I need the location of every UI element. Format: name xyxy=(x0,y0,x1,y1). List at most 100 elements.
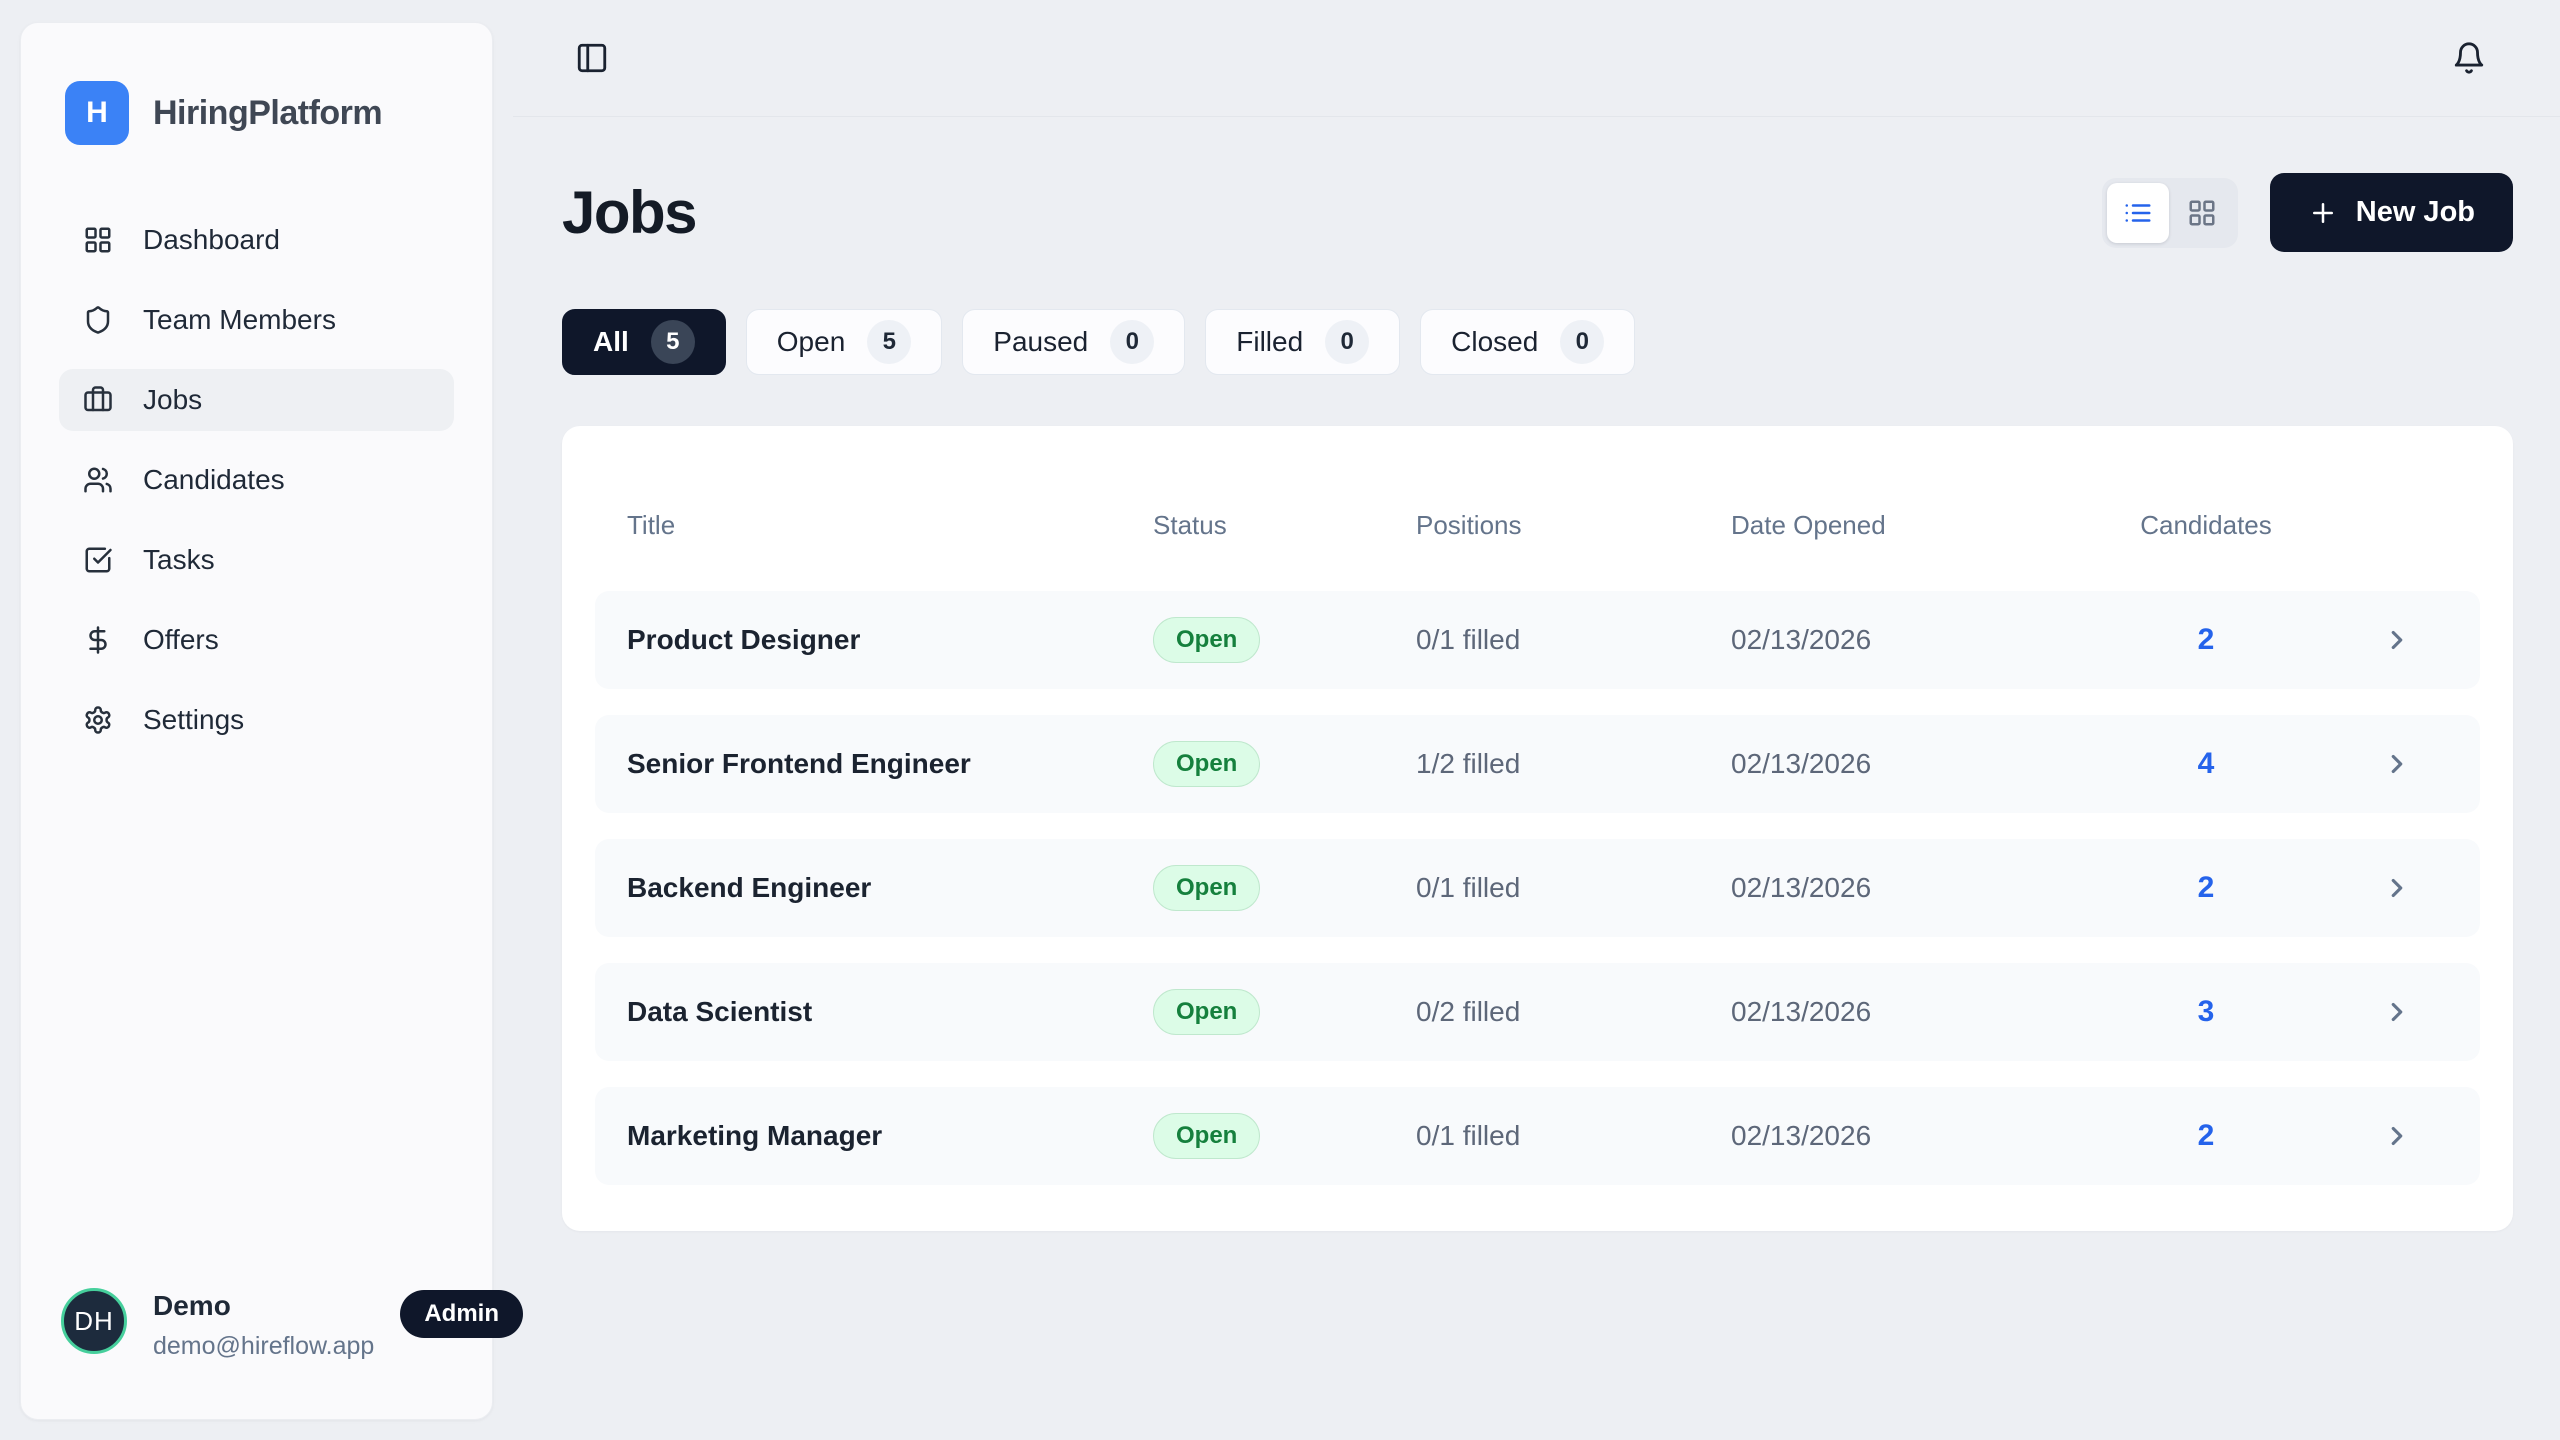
chevron-right-icon[interactable] xyxy=(2282,749,2448,779)
positions-filled: 0/2 filled xyxy=(1416,996,1521,1027)
sidebar-item-settings[interactable]: Settings xyxy=(59,689,454,751)
filter-tab-paused[interactable]: Paused 0 xyxy=(962,309,1186,375)
status-badge: Open xyxy=(1153,741,1261,787)
filter-tab-label: Closed xyxy=(1451,326,1539,357)
table-header: Title Status Positions Date Opened Candidate… xyxy=(595,459,2480,591)
job-title: Marketing Manager xyxy=(627,1120,883,1151)
shield-icon xyxy=(83,305,113,335)
filter-tabs: All 5 Open 5 Paused 0 Filled 0 Closed 0 xyxy=(562,309,2513,375)
status-badge: Open xyxy=(1153,865,1261,911)
brand: H HiringPlatform xyxy=(21,23,492,145)
users-icon xyxy=(83,465,113,495)
content: Jobs xyxy=(513,117,2560,1231)
sidebar-item-offers[interactable]: Offers xyxy=(59,609,454,671)
filter-tab-label: Filled xyxy=(1236,326,1304,357)
date-opened: 02/13/2026 xyxy=(1731,1120,1872,1151)
candidates-count[interactable]: 2 xyxy=(2197,871,2215,904)
page-title: Jobs xyxy=(562,179,698,246)
dashboard-icon xyxy=(83,225,113,255)
sidebar-item-label: Jobs xyxy=(143,384,203,415)
candidates-count[interactable]: 2 xyxy=(2197,1119,2215,1152)
jobs-table-card: Title Status Positions Date Opened Candidate… xyxy=(562,426,2513,1231)
notifications-button[interactable] xyxy=(2452,41,2486,75)
column-header-date-opened: Date Opened xyxy=(1731,509,1886,540)
filter-tab-count: 0 xyxy=(1110,320,1155,364)
sidebar-nav: Dashboard Team Members Jobs Candidates Tasks… xyxy=(21,209,492,751)
sidebar-item-label: Candidates xyxy=(143,464,285,495)
tasks-icon xyxy=(83,545,113,575)
positions-filled: 0/1 filled xyxy=(1416,1120,1521,1151)
sidebar: H HiringPlatform Dashboard Team Members Jo… xyxy=(20,22,524,1420)
chevron-right-icon[interactable] xyxy=(2282,873,2448,903)
status-badge: Open xyxy=(1153,617,1261,663)
user-name: Demo xyxy=(153,1290,231,1321)
chevron-right-icon[interactable] xyxy=(2282,625,2448,655)
new-job-button[interactable]: New Job xyxy=(2269,173,2513,252)
job-row-backend-engineer[interactable]: Backend Engineer Open 0/1 filled 02/13/2026… xyxy=(595,839,2480,937)
filter-tab-count: 5 xyxy=(867,320,912,364)
job-row-data-scientist[interactable]: Data Scientist Open 0/2 filled 02/13/2026 3 xyxy=(595,963,2480,1061)
candidates-count[interactable]: 2 xyxy=(2197,623,2215,656)
sidebar-item-label: Tasks xyxy=(143,544,215,575)
column-header-positions: Positions xyxy=(1416,509,1522,540)
dollar-icon xyxy=(83,625,113,655)
column-header-status: Status xyxy=(1153,509,1227,540)
list-icon xyxy=(2123,198,2153,228)
list-view-button[interactable] xyxy=(2106,182,2169,243)
grid-view-button[interactable] xyxy=(2171,183,2233,243)
sidebar-item-dashboard[interactable]: Dashboard xyxy=(59,209,454,271)
chevron-right-icon[interactable] xyxy=(2282,997,2448,1027)
sidebar-item-jobs[interactable]: Jobs xyxy=(59,369,454,431)
role-badge: Admin xyxy=(400,1290,524,1338)
sidebar-item-label: Settings xyxy=(143,704,245,735)
date-opened: 02/13/2026 xyxy=(1731,996,1872,1027)
filter-tab-count: 5 xyxy=(650,320,695,364)
job-title: Senior Frontend Engineer xyxy=(627,748,971,779)
main-area: Jobs xyxy=(513,0,2560,1440)
table-body: Product Designer Open 0/1 filled 02/13/2026… xyxy=(595,591,2480,1185)
filter-tab-filled[interactable]: Filled 0 xyxy=(1205,309,1401,375)
new-job-label: New Job xyxy=(2355,196,2475,228)
job-row-senior-frontend-engineer[interactable]: Senior Frontend Engineer Open 1/2 filled 02… xyxy=(595,715,2480,813)
date-opened: 02/13/2026 xyxy=(1731,872,1872,903)
candidates-count[interactable]: 3 xyxy=(2197,995,2215,1028)
job-title: Data Scientist xyxy=(627,996,813,1027)
filter-tab-count: 0 xyxy=(1325,320,1370,364)
filter-tab-label: All xyxy=(593,326,629,357)
briefcase-icon xyxy=(83,385,113,415)
topbar xyxy=(513,0,2560,117)
sidebar-item-candidates[interactable]: Candidates xyxy=(59,449,454,511)
sidebar-item-tasks[interactable]: Tasks xyxy=(59,529,454,591)
column-header-candidates: Candidates xyxy=(2140,509,2272,540)
positions-filled: 0/1 filled xyxy=(1416,624,1521,655)
column-header-title: Title xyxy=(627,509,676,540)
status-badge: Open xyxy=(1153,1113,1261,1159)
job-row-marketing-manager[interactable]: Marketing Manager Open 0/1 filled 02/13/202… xyxy=(595,1087,2480,1185)
user-card[interactable]: DH Demo demo@hireflow.app Admin xyxy=(21,1288,524,1419)
positions-filled: 1/2 filled xyxy=(1416,748,1521,779)
panel-left-icon xyxy=(575,41,609,75)
job-title: Product Designer xyxy=(627,624,861,655)
user-email: demo@hireflow.app xyxy=(153,1332,375,1360)
view-toggle xyxy=(2101,177,2238,248)
sidebar-item-team-members[interactable]: Team Members xyxy=(59,289,454,351)
filter-tab-closed[interactable]: Closed 0 xyxy=(1420,309,1636,375)
job-title: Backend Engineer xyxy=(627,872,872,903)
filter-tab-label: Paused xyxy=(993,326,1089,357)
candidates-count[interactable]: 4 xyxy=(2197,747,2215,780)
sidebar-toggle-button[interactable] xyxy=(575,41,609,75)
filter-tab-open[interactable]: Open 5 xyxy=(745,309,943,375)
avatar: DH xyxy=(61,1288,127,1354)
filter-tab-count: 0 xyxy=(1560,320,1605,364)
sidebar-item-label: Team Members xyxy=(143,304,336,335)
chevron-right-icon[interactable] xyxy=(2282,1121,2448,1151)
sidebar-item-label: Dashboard xyxy=(143,224,280,255)
brand-name: HiringPlatform xyxy=(153,93,383,132)
filter-tab-all[interactable]: All 5 xyxy=(562,309,726,375)
job-row-product-designer[interactable]: Product Designer Open 0/1 filled 02/13/2026… xyxy=(595,591,2480,689)
sidebar-item-label: Offers xyxy=(143,624,219,655)
date-opened: 02/13/2026 xyxy=(1731,624,1872,655)
positions-filled: 0/1 filled xyxy=(1416,872,1521,903)
plus-icon xyxy=(2308,198,2338,228)
brand-logo: H xyxy=(65,81,129,145)
